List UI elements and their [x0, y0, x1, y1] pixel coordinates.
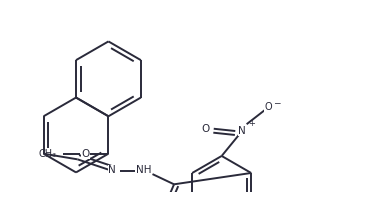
Text: O: O	[82, 149, 90, 159]
Text: −: −	[274, 98, 281, 107]
Text: N: N	[108, 165, 116, 175]
Text: NH: NH	[136, 165, 152, 175]
Text: +: +	[248, 118, 255, 128]
Text: O: O	[202, 124, 210, 134]
Text: N: N	[238, 126, 246, 136]
Text: O: O	[264, 102, 272, 112]
Text: CH₃: CH₃	[38, 149, 56, 159]
